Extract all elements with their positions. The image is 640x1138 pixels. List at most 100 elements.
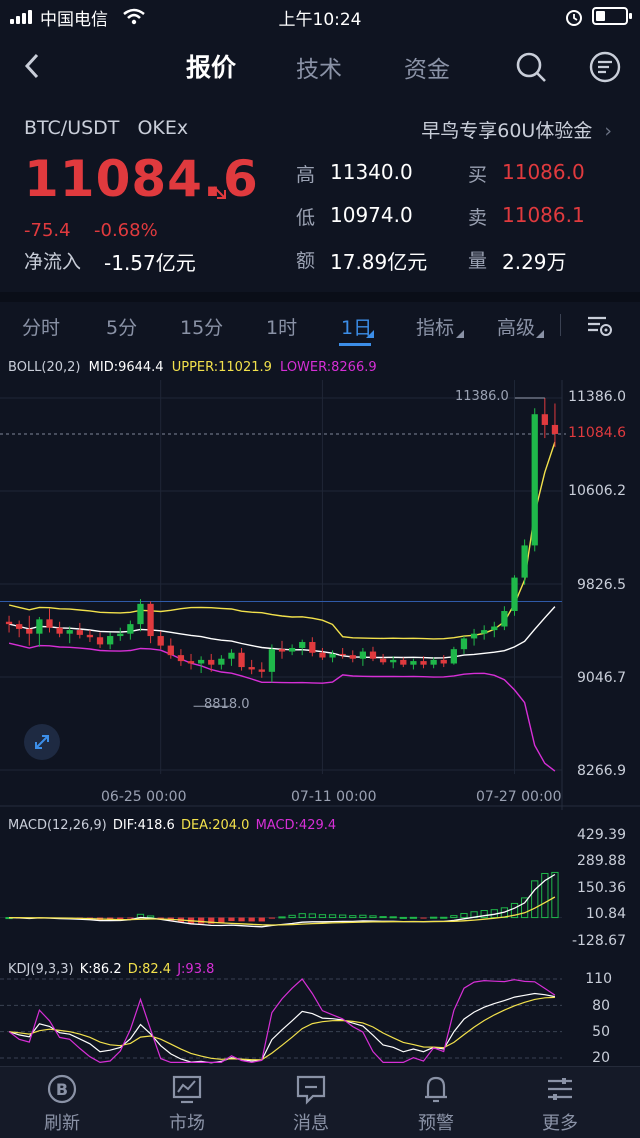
- candlestick-chart[interactable]: [0, 380, 640, 810]
- macd-bar: [117, 917, 124, 920]
- svg-text:B: B: [56, 1080, 68, 1099]
- candle-body: [46, 619, 53, 628]
- candle-body: [56, 627, 63, 634]
- exchange-name: OKEx: [137, 117, 189, 139]
- macd-bar: [379, 916, 387, 919]
- period-tab-5m[interactable]: 5分: [106, 317, 138, 339]
- candle-body: [5, 621, 13, 625]
- boll-upper: UPPER:11021.9: [171, 360, 272, 375]
- tab-funds[interactable]: 资金: [404, 57, 450, 83]
- macd-bar: [359, 914, 367, 919]
- candle-body: [157, 636, 164, 646]
- status-bar: 中国电信 上午10:24: [0, 0, 640, 34]
- macd-bar: [420, 917, 427, 919]
- top-nav: 报价 技术 资金: [0, 34, 640, 100]
- macd-bar: [328, 914, 337, 919]
- advanced-dropdown[interactable]: 高级: [497, 317, 536, 339]
- bottom-nav-more[interactable]: 更多: [510, 1067, 610, 1138]
- chart-settings-icon[interactable]: [586, 314, 614, 338]
- candle-body: [167, 645, 174, 656]
- promo-link[interactable]: 早鸟专享60U体验金 ›: [421, 116, 612, 143]
- battery-icon: [592, 7, 632, 25]
- macd-axis-label: -128.67: [571, 933, 626, 949]
- macd-bar: [339, 914, 347, 919]
- candle-body: [400, 659, 407, 665]
- kdj-axis-label: 50: [592, 1024, 610, 1040]
- boll-mid: MID:9644.4: [88, 360, 164, 375]
- candle-body: [379, 658, 387, 663]
- candle-body: [390, 659, 397, 663]
- candle-body: [228, 652, 235, 659]
- kdj-chart: [0, 978, 562, 1064]
- caret-icon: [456, 330, 464, 338]
- net-flow-value: -1.57亿元: [104, 251, 196, 275]
- macd-axis-label: 289.88: [577, 853, 626, 869]
- fullscreen-button[interactable]: [24, 724, 60, 760]
- tab-separator: [560, 314, 561, 336]
- caret-icon: [366, 330, 374, 338]
- candle-body: [420, 661, 427, 665]
- chevron-right-icon: ›: [604, 120, 612, 142]
- bell-icon: [425, 1076, 447, 1103]
- arrow-down-right-icon: [213, 186, 226, 199]
- candle-body: [187, 661, 195, 664]
- macd-bar: [520, 897, 529, 919]
- candle-body: [309, 642, 316, 653]
- candle-body: [521, 545, 528, 578]
- bottom-nav: B 刷新 市场 消息 预警 更多: [0, 1066, 640, 1138]
- macd-axis-label: 10.84: [585, 906, 626, 922]
- candle-body: [278, 649, 286, 652]
- bottom-nav-refresh[interactable]: B 刷新: [12, 1067, 112, 1138]
- macd-bar: [551, 871, 559, 919]
- low-value: 10974.0: [330, 203, 413, 227]
- kdj-legend: KDJ(9,3,3) K:86.2 D:82.4 J:93.8: [8, 962, 214, 977]
- period-tab-timeshare[interactable]: 分时: [22, 317, 61, 339]
- macd-bar: [146, 915, 155, 919]
- period-tab-1h[interactable]: 1时: [266, 317, 298, 339]
- buy-label: 买: [468, 164, 488, 186]
- candle-body: [107, 636, 114, 645]
- macd-bar: [480, 910, 488, 919]
- date-axis-label: 07-27 00:00: [476, 789, 562, 805]
- date-axis-label: 06-25 00:00: [101, 789, 187, 805]
- candle-body: [86, 634, 94, 638]
- candle-body: [218, 658, 225, 665]
- amount-label: 额: [296, 250, 316, 272]
- candle-body: [481, 630, 488, 634]
- menu-icon[interactable]: [588, 50, 622, 84]
- sell-label: 卖: [468, 207, 488, 229]
- price-change: -75.4: [24, 220, 71, 241]
- macd-label: MACD(12,26,9): [8, 818, 107, 833]
- more-icon: [548, 1078, 572, 1100]
- bottom-nav-messages[interactable]: 消息: [261, 1067, 361, 1138]
- kdj-d: D:82.4: [127, 962, 172, 977]
- message-icon: [296, 1075, 326, 1105]
- tab-technical[interactable]: 技术: [296, 57, 342, 83]
- candle-body: [511, 577, 518, 612]
- macd-bar: [218, 917, 225, 923]
- macd-axis-label: 429.39: [577, 827, 626, 843]
- candle-body: [96, 637, 104, 645]
- macd-bar: [248, 917, 255, 922]
- candle-body: [248, 667, 255, 670]
- period-tab-1d[interactable]: 1日: [341, 317, 373, 339]
- bottom-nav-label: 消息: [293, 1113, 329, 1134]
- price-axis-label: 11386.0: [568, 389, 626, 405]
- bottom-nav-market[interactable]: 市场: [137, 1067, 237, 1138]
- macd-bar: [157, 917, 164, 919]
- indicator-dropdown[interactable]: 指标: [416, 317, 455, 339]
- candle-body: [470, 633, 478, 639]
- volume-value: 2.29万: [502, 250, 567, 274]
- search-icon[interactable]: [514, 50, 548, 84]
- candle-body: [319, 652, 326, 658]
- kdj-axis-label: 20: [592, 1050, 610, 1066]
- price-change-pct: -0.68%: [94, 220, 158, 241]
- candle-body: [288, 647, 296, 652]
- macd-bar: [268, 917, 276, 919]
- tab-quote[interactable]: 报价: [186, 53, 237, 82]
- period-tab-15m[interactable]: 15分: [180, 317, 224, 339]
- bottom-nav-alerts[interactable]: 预警: [386, 1067, 486, 1138]
- macd-bar: [389, 916, 397, 919]
- back-icon[interactable]: [22, 52, 42, 80]
- candle-body: [258, 669, 265, 672]
